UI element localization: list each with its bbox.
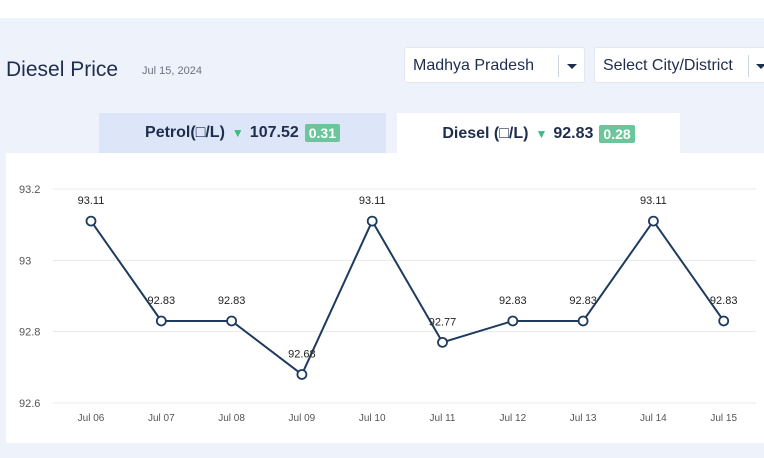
data-label: 92.68: [288, 348, 316, 360]
tab-diesel[interactable]: Diesel (□/L) ▼ 92.83 0.28: [397, 113, 680, 155]
tab-petrol-change-badge: 0.31: [304, 124, 340, 142]
data-point: [296, 369, 308, 380]
x-tick-label: Jul 14: [640, 413, 667, 424]
x-tick-label: Jul 13: [570, 413, 597, 424]
chart-panel: 92.6 92.8 93 93.2 Jul 06 Jul 07 Jul 08 Jul 09 Ju…: [6, 153, 764, 443]
tab-petrol-label: Petrol(□/L): [145, 124, 225, 141]
top-bar: [0, 0, 764, 18]
series-line: [90, 218, 725, 377]
y-tick-label: 92.6: [19, 398, 40, 410]
x-tick-label: Jul 12: [499, 413, 526, 424]
x-tick-label: Jul 06: [78, 413, 105, 424]
data-point: [85, 215, 97, 227]
chevron-down-icon[interactable]: [567, 64, 577, 69]
tab-diesel-label: Diesel (□/L): [442, 125, 529, 142]
data-point: [437, 336, 448, 348]
chevron-down-icon[interactable]: [756, 64, 764, 69]
page-title: Diesel Price: [6, 58, 119, 81]
state-select[interactable]: Madhya Pradesh: [404, 47, 585, 83]
data-label: 92.83: [569, 295, 597, 307]
data-label: 92.83: [499, 295, 527, 307]
data-label: 93.11: [359, 195, 386, 207]
city-select[interactable]: Select City/District: [594, 47, 764, 83]
data-point: [648, 215, 659, 227]
state-select-value: Madhya Pradesh: [413, 57, 534, 74]
trend-down-icon: ▼: [535, 127, 548, 141]
y-tick-label: 93: [19, 255, 31, 267]
data-label: 92.83: [710, 295, 738, 307]
data-point: [507, 315, 519, 327]
city-select-value: Select City/District: [603, 57, 733, 74]
data-label: 92.77: [429, 316, 457, 328]
select-divider: [748, 55, 749, 77]
data-point: [366, 215, 378, 227]
trend-down-icon: ▼: [231, 126, 244, 140]
data-label: 93.11: [78, 195, 105, 207]
price-date: Jul 15, 2024: [142, 65, 202, 77]
data-point: [718, 315, 730, 327]
x-tick-label: Jul 08: [218, 413, 245, 424]
data-label: 92.83: [218, 295, 246, 307]
select-divider: [558, 55, 559, 77]
tab-petrol[interactable]: Petrol(□/L) ▼ 107.52 0.31: [99, 113, 386, 153]
y-tick-label: 93.2: [19, 184, 40, 196]
x-tick-label: Jul 10: [359, 413, 386, 424]
tab-diesel-change-badge: 0.28: [599, 125, 635, 143]
x-tick-label: Jul 15: [710, 413, 737, 424]
tab-diesel-price: 92.83: [553, 125, 594, 142]
data-point: [226, 315, 238, 327]
data-label: 93.11: [640, 195, 667, 207]
price-line-chart: 92.6 92.8 93 93.2 Jul 06 Jul 07 Jul 08 Jul 09 Ju…: [19, 184, 756, 424]
data-point: [155, 315, 167, 327]
data-point: [577, 315, 589, 327]
data-label: 92.83: [148, 295, 176, 307]
tab-petrol-price: 107.52: [249, 124, 299, 141]
x-tick-label: Jul 11: [430, 413, 456, 424]
x-tick-label: Jul 07: [148, 413, 175, 424]
y-tick-label: 92.8: [19, 327, 40, 339]
x-tick-label: Jul 09: [289, 413, 316, 424]
